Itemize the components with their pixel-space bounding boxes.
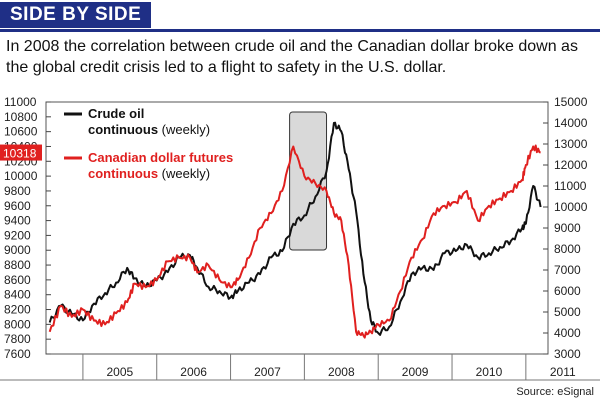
left-tick-label: 9200 <box>4 228 31 242</box>
right-tick-label: 8000 <box>554 242 581 256</box>
title-bar: SIDE BY SIDE <box>0 0 600 30</box>
left-tick-label: 7600 <box>4 347 31 361</box>
legend-crude-qualifier: continuous (weekly) <box>88 122 210 137</box>
right-tick-label: 9000 <box>554 221 581 235</box>
title-rule <box>0 29 600 32</box>
left-tick-label: 9800 <box>4 184 31 198</box>
left-tick-label: 10800 <box>4 110 38 124</box>
left-tick-label: 9000 <box>4 243 31 257</box>
x-tick-label: 2009 <box>402 365 429 379</box>
right-tick-label: 10000 <box>554 200 588 214</box>
left-tick-label: 10000 <box>4 169 38 183</box>
current-value-badge <box>0 144 42 161</box>
left-tick-label: 8800 <box>4 258 31 272</box>
crude-oil-line <box>48 121 542 336</box>
right-tick-label: 12000 <box>554 158 588 172</box>
x-tick-label: 2011 <box>550 365 576 379</box>
left-tick-label: 8200 <box>4 303 31 317</box>
left-tick-label: 8400 <box>4 288 31 302</box>
left-tick-label: 8600 <box>4 273 31 287</box>
left-tick-label: 9400 <box>4 214 31 228</box>
highlight-2008-box <box>289 111 328 251</box>
left-tick-label: 8000 <box>4 317 31 331</box>
right-tick-label: 4000 <box>554 326 581 340</box>
x-tick-label: 2006 <box>180 365 207 379</box>
left-tick-label: 10600 <box>4 125 38 139</box>
x-tick-label: 2005 <box>106 365 133 379</box>
legend-cad-qualifier: continuous (weekly) <box>88 166 210 181</box>
cad-futures-line <box>48 144 541 339</box>
x-tick-label: 2010 <box>476 365 503 379</box>
right-tick-label: 14000 <box>554 116 588 130</box>
right-tick-label: 5000 <box>554 305 581 319</box>
source-note: Source: eSignal <box>516 386 594 398</box>
x-tick-label: 2008 <box>328 365 355 379</box>
legend-crude-name: Crude oil <box>88 106 144 121</box>
left-tick-label: 7800 <box>4 332 31 346</box>
chart-subtitle: In 2008 the correlation between crude oi… <box>6 38 578 76</box>
current-value-text: 10318 <box>3 147 37 161</box>
chart-frame: 1100010800106001040010200100009800960094… <box>0 92 600 382</box>
chart-title: SIDE BY SIDE <box>0 2 152 28</box>
chart-svg: 1100010800106001040010200100009800960094… <box>0 95 600 381</box>
x-tick-label: 2007 <box>254 365 281 379</box>
left-tick-label: 11000 <box>4 95 37 109</box>
right-tick-label: 11000 <box>554 179 587 193</box>
right-tick-label: 7000 <box>554 263 581 277</box>
legend-cad-name: Canadian dollar futures <box>88 150 233 165</box>
left-tick-label: 9600 <box>4 199 31 213</box>
right-tick-label: 13000 <box>554 137 588 151</box>
right-tick-label: 3000 <box>554 347 581 361</box>
right-tick-label: 15000 <box>554 95 588 109</box>
right-tick-label: 6000 <box>554 284 581 298</box>
